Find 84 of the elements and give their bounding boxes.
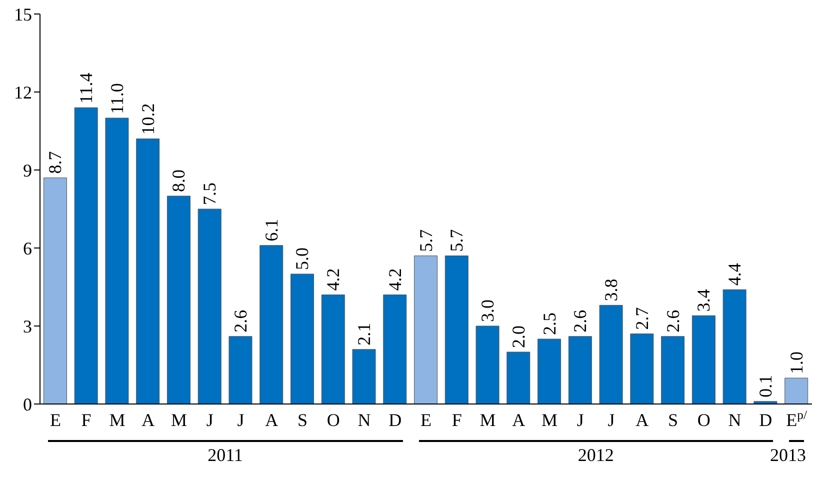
x-tick-label: M [170, 410, 187, 430]
x-tick-label: J [237, 410, 244, 430]
bar [784, 378, 808, 404]
bar [630, 334, 654, 404]
bar [722, 289, 746, 404]
bar [754, 401, 778, 404]
data-label: 2.6 [570, 310, 590, 332]
bar [506, 352, 530, 404]
bar [414, 256, 438, 404]
x-tick-label: S [297, 410, 308, 430]
bar [321, 294, 345, 404]
x-tick-label: J [608, 410, 615, 430]
bar [352, 349, 376, 404]
text: 2011 [206, 444, 244, 467]
data-label: 11.0 [106, 83, 127, 114]
bar [290, 274, 314, 404]
bar [105, 118, 129, 404]
x-tick-label: F [81, 410, 92, 430]
x-tick-label: D [759, 410, 772, 430]
y-tick-label: 6 [23, 238, 32, 258]
data-label: 5.0 [292, 248, 312, 270]
x-tick-label: J [206, 410, 214, 430]
y-tick-label: 9 [23, 160, 32, 180]
x-tick-label: M [109, 410, 126, 430]
bar [260, 245, 284, 404]
bar [136, 138, 160, 404]
data-label: 2.6 [662, 310, 683, 332]
text: 2012 [576, 444, 615, 467]
data-label: 3.0 [478, 300, 498, 322]
bar [568, 336, 592, 404]
data-label: 5.7 [446, 229, 467, 252]
x-tick-label: E [420, 410, 432, 430]
data-label: 2.6 [230, 310, 250, 332]
bar [198, 208, 222, 404]
bar [692, 315, 716, 404]
x-tick-label: A [142, 410, 155, 430]
bar [538, 338, 562, 404]
data-label: 8.7 [45, 151, 66, 174]
y-tick-label: 0 [23, 394, 32, 414]
x-tick-label: M [542, 410, 558, 430]
data-label: 6.1 [261, 218, 282, 242]
x-tick-label: A [265, 410, 278, 430]
data-label: 4.2 [323, 268, 344, 291]
bar [476, 326, 500, 404]
x-tick-label: J [576, 410, 584, 430]
data-label: 4.4 [724, 263, 745, 286]
data-label: 5.7 [416, 229, 436, 252]
data-label: 7.5 [200, 182, 220, 205]
bar [599, 304, 623, 404]
x-tick-label: F [452, 410, 462, 430]
data-label: 11.4 [76, 72, 96, 104]
bar [166, 196, 190, 404]
x-tick-label: D [388, 410, 402, 430]
bar [383, 294, 407, 404]
data-label: 4.2 [384, 268, 405, 291]
bar [228, 336, 252, 404]
x-tick-label: M [480, 410, 496, 430]
data-label: 2.1 [354, 322, 374, 346]
data-label: 3.8 [601, 278, 622, 302]
bar [43, 178, 67, 404]
x-tick-label: E [50, 410, 61, 430]
x-tick-label: E$^{p/}$ [786, 408, 808, 430]
x-tick-label: N [728, 410, 742, 430]
data-label: 1.0 [786, 352, 806, 374]
data-label: 8.0 [168, 170, 189, 192]
data-label: 0.1 [755, 374, 776, 398]
x-tick-label: N [358, 410, 371, 430]
y-tick-label: 3 [23, 316, 32, 336]
x-tick-label: S [668, 410, 678, 430]
x-tick-label: O [697, 410, 710, 430]
x-tick-label: O [326, 410, 340, 430]
x-tick-label: A [512, 410, 526, 430]
data-label: 3.4 [694, 289, 714, 312]
y-tick-label: 12 [14, 82, 32, 102]
bar [74, 107, 98, 404]
y-tick-label: 15 [14, 4, 32, 24]
x-tick-label: A [636, 410, 649, 430]
data-label: 2.5 [539, 312, 560, 335]
bar [661, 336, 685, 404]
data-label: 10.2 [138, 103, 158, 135]
bar [444, 256, 468, 404]
text: 2013 [769, 444, 807, 467]
data-label: 2.0 [508, 326, 528, 348]
data-label: 2.7 [632, 307, 652, 330]
